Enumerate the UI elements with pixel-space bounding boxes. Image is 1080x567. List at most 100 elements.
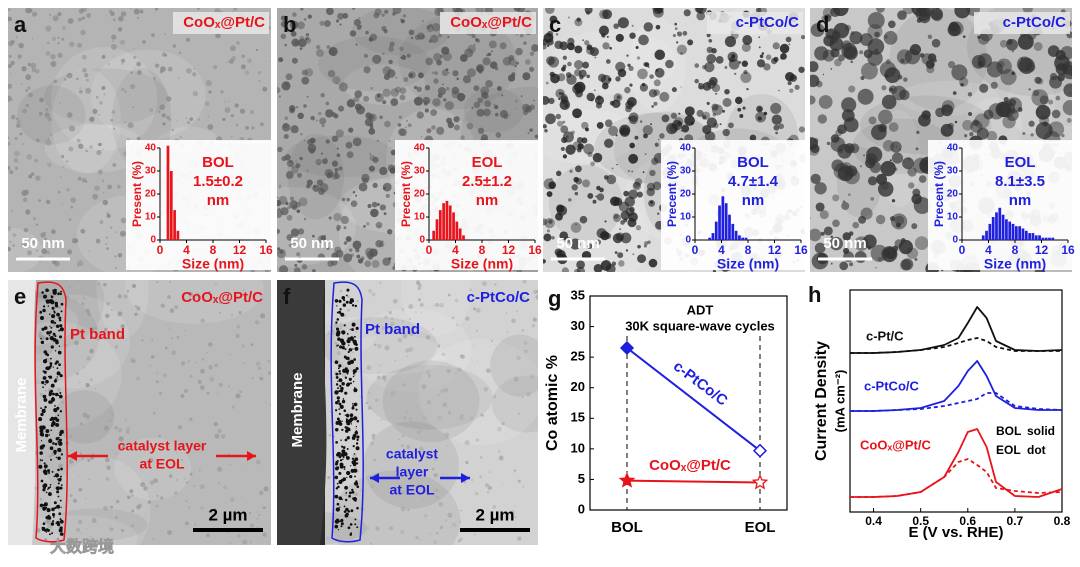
histogram-bar (458, 228, 462, 240)
particle (515, 47, 523, 56)
particle (109, 527, 114, 532)
particle (109, 505, 114, 509)
particle (611, 99, 621, 109)
annotation: ADT (687, 302, 714, 317)
pt-particle (55, 473, 59, 477)
particle (106, 247, 109, 250)
particle (171, 337, 174, 340)
particle (35, 69, 40, 74)
particle (96, 149, 102, 156)
particle (184, 389, 188, 393)
particle (49, 351, 52, 354)
particle (649, 74, 654, 79)
particle (112, 163, 117, 167)
particle (290, 30, 297, 37)
histogram-bar (738, 235, 741, 240)
particle (724, 66, 728, 69)
particle (584, 8, 593, 14)
particle (371, 433, 376, 438)
layer-label: at EOL (139, 456, 185, 472)
particle (441, 69, 449, 76)
y-tick-label: 30 (680, 166, 692, 177)
particle (53, 426, 56, 429)
particle (262, 506, 266, 510)
particle (637, 254, 647, 264)
panel-label: f (283, 284, 291, 309)
texture (320, 317, 438, 375)
particle (78, 143, 84, 149)
particle (197, 379, 202, 384)
pt-particle (58, 477, 62, 481)
pt-particle (60, 302, 64, 306)
particle (109, 419, 111, 422)
pt-particle (49, 486, 52, 488)
particle (94, 185, 100, 192)
particle (196, 8, 200, 10)
pt-particle (48, 290, 50, 292)
particle (201, 357, 205, 361)
particle (288, 243, 293, 248)
particle (262, 532, 267, 537)
pt-particle (42, 386, 44, 389)
particle (335, 19, 340, 23)
pt-particle (49, 362, 53, 365)
particle (321, 124, 325, 128)
particle (672, 119, 683, 131)
particle (770, 102, 782, 114)
particle (1017, 107, 1023, 112)
particle (915, 147, 919, 151)
particle (402, 383, 406, 387)
particle (615, 33, 624, 42)
particle (365, 321, 367, 324)
particle (107, 184, 113, 190)
pt-particle (354, 518, 357, 521)
pt-particle (52, 338, 57, 342)
particle (562, 154, 568, 159)
particle (226, 61, 228, 64)
particle (45, 25, 52, 32)
y-tick-label: 10 (145, 212, 157, 223)
particle (292, 12, 297, 17)
particle (209, 376, 215, 382)
particle (930, 62, 935, 67)
particle (299, 156, 303, 161)
particle (676, 41, 679, 44)
particle (711, 47, 717, 54)
particle (346, 197, 350, 202)
particle (515, 61, 519, 65)
particle (296, 252, 301, 257)
particle (68, 125, 76, 132)
particle (239, 108, 246, 114)
particle (724, 88, 730, 95)
curve-solid (850, 360, 1062, 412)
particle (983, 109, 994, 120)
particle (431, 23, 441, 32)
particle (990, 81, 998, 89)
particle (181, 361, 186, 366)
particle (277, 228, 281, 234)
particle (610, 196, 620, 207)
pt-particle (351, 414, 353, 416)
pt-particle (351, 406, 355, 410)
particle (49, 241, 52, 244)
x-tick-label: EOL (745, 519, 776, 536)
pt-particle (59, 327, 64, 332)
pt-particle (348, 344, 350, 346)
particle (648, 258, 658, 268)
particle (343, 314, 347, 317)
particle (297, 172, 302, 178)
particle (23, 227, 29, 233)
particle (927, 34, 933, 40)
particle (529, 104, 535, 110)
particle (117, 427, 123, 433)
particle (257, 366, 262, 370)
pt-particle (40, 340, 45, 345)
particle (844, 24, 851, 31)
pt-particle (42, 370, 45, 373)
particle (511, 72, 516, 77)
particle (400, 444, 404, 448)
pt-particle (46, 429, 49, 432)
particle (476, 64, 485, 73)
particle (584, 40, 590, 46)
series-line (626, 347, 761, 452)
